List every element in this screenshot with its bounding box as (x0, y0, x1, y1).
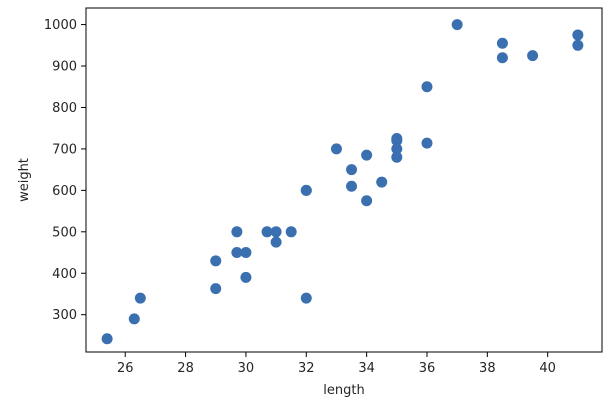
y-tick-label-7: 1000 (44, 18, 77, 33)
x-tick-label-7: 40 (539, 361, 556, 376)
data-point-16 (330, 143, 342, 155)
y-tick-label-6: 900 (52, 60, 77, 75)
x-tick-label-6: 38 (479, 361, 496, 376)
data-point-19 (361, 195, 373, 207)
data-point-2 (134, 292, 146, 304)
data-point-5 (231, 247, 243, 259)
data-point-33 (572, 39, 584, 51)
data-point-31 (527, 50, 539, 62)
data-point-13 (300, 292, 312, 304)
data-points (101, 19, 584, 345)
y-axis-label: weight (17, 158, 32, 202)
y-tick-label-2: 500 (52, 225, 77, 240)
data-point-12 (285, 226, 297, 238)
x-axis-label: length (323, 383, 364, 398)
x-tick-label-1: 28 (177, 361, 194, 376)
data-point-7 (240, 271, 252, 283)
data-point-22 (391, 151, 403, 163)
data-point-17 (346, 180, 358, 192)
data-point-21 (376, 176, 388, 188)
data-point-18 (346, 164, 358, 176)
data-point-1 (128, 313, 140, 325)
y-tick-label-4: 700 (52, 142, 77, 157)
data-point-8 (240, 247, 252, 259)
axes-frame (85, 7, 603, 353)
data-point-25 (391, 135, 403, 147)
data-point-32 (572, 29, 584, 41)
x-tick-label-2: 30 (238, 361, 255, 376)
data-point-15 (300, 184, 312, 196)
x-tick-label-4: 34 (358, 361, 375, 376)
data-point-0 (101, 333, 113, 345)
x-tick-label-3: 32 (298, 361, 315, 376)
data-point-23 (391, 143, 403, 155)
x-tick-label-0: 26 (117, 361, 134, 376)
data-point-3 (210, 283, 222, 295)
x-tick-label-5: 36 (419, 361, 436, 376)
data-point-29 (496, 52, 508, 64)
data-point-4 (210, 255, 222, 267)
y-tick-label-5: 800 (52, 101, 77, 116)
data-point-10 (270, 236, 282, 248)
y-axis: 300 400 500 600 700 800 900 1000 (44, 18, 86, 323)
data-point-27 (421, 81, 433, 93)
y-tick-label-1: 400 (52, 267, 77, 282)
y-tick-label-3: 600 (52, 184, 77, 199)
data-point-11 (270, 226, 282, 238)
data-point-28 (451, 19, 463, 31)
data-point-6 (231, 226, 243, 238)
x-axis: 26 28 30 32 34 36 38 40 (117, 352, 556, 376)
plot-area (85, 7, 603, 353)
y-tick-label-0: 300 (52, 308, 77, 323)
data-point-9 (261, 226, 273, 238)
data-point-20 (361, 149, 373, 161)
data-point-26 (421, 137, 433, 149)
data-point-30 (496, 37, 508, 49)
